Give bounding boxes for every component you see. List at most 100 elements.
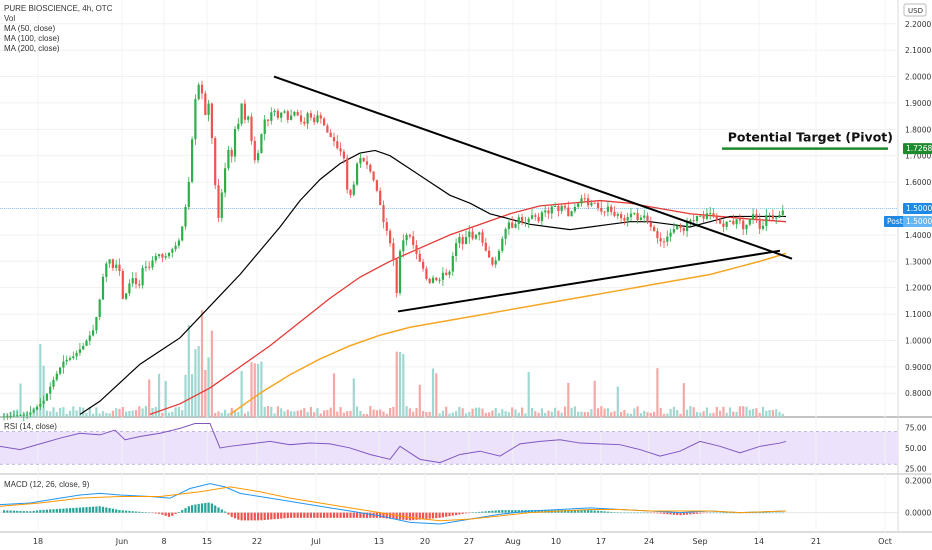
macd-histogram-bar (441, 512, 444, 518)
ma200-legend[interactable]: MA (200, close) (4, 44, 60, 53)
volume-bar (775, 409, 778, 417)
rsi-path (0, 423, 787, 464)
candle-body (540, 212, 543, 222)
volume-bar (544, 412, 547, 417)
candle-body (151, 260, 154, 268)
candle-body (326, 125, 329, 133)
volume-bar (332, 373, 336, 417)
candle-body (761, 225, 765, 229)
candle-body (507, 222, 510, 229)
macd-histogram-bar (296, 512, 299, 518)
macd-legend[interactable]: MACD (12, 26, close, 9) (4, 480, 90, 489)
macd-histogram-bar (141, 512, 144, 513)
volume-bar (778, 411, 781, 417)
candle-body (224, 168, 227, 193)
candle-body (313, 117, 316, 123)
macd-histogram-bar (775, 512, 778, 514)
macd-histogram-bar (425, 512, 428, 519)
volume-bar (35, 406, 39, 417)
candle-body (501, 238, 504, 251)
time-tick-label: 20 (420, 537, 430, 546)
macd-histogram-bar (408, 512, 411, 521)
volume-bar (326, 410, 329, 417)
candle-body (606, 206, 609, 212)
volume-bar (313, 412, 316, 417)
macd-histogram-bar (233, 512, 237, 519)
volume-bar (758, 412, 761, 417)
macd-histogram-bar (580, 510, 583, 513)
candle-body (125, 293, 128, 299)
candle-body (445, 272, 448, 275)
candle-body (19, 415, 22, 417)
volume-bar (722, 406, 725, 417)
price-tick-label: 1.2000 (905, 284, 931, 293)
macd-histogram-bar (768, 512, 771, 514)
candle-body (263, 119, 266, 135)
vol-legend[interactable]: Vol (4, 14, 16, 23)
volume-bar (303, 408, 306, 417)
volume-bar (323, 410, 326, 417)
volume-bar (217, 411, 220, 417)
macd-histogram-bar (184, 508, 187, 513)
macd-histogram-bar (220, 509, 223, 513)
time-tick-label: Sep (692, 537, 707, 546)
macd-histogram-bar (12, 510, 15, 513)
volume-bar (187, 325, 190, 417)
volume-bar (669, 408, 672, 417)
volume-bar (356, 406, 359, 417)
macd-histogram-bar (451, 512, 454, 516)
macd-histogram-bar (438, 512, 441, 518)
currency-button[interactable] (903, 3, 927, 17)
macd-histogram-bar (283, 512, 286, 519)
time-tick-label: Jul (310, 537, 321, 546)
last-price-text: 1.5000 (906, 204, 932, 213)
macd-histogram-bar (92, 506, 95, 513)
candle-body (72, 356, 75, 359)
macd-histogram-bar (540, 510, 543, 513)
volume-bar (369, 406, 372, 417)
volume-bar (273, 413, 276, 417)
candle-body (270, 112, 273, 121)
macd-histogram-bar (497, 510, 501, 513)
candle-body (309, 113, 312, 118)
macd-histogram-bar (494, 510, 497, 513)
volume-bar (336, 411, 339, 417)
volume-bar (181, 410, 184, 417)
candle-body (118, 264, 121, 271)
ma50-legend[interactable]: MA (50, close) (4, 24, 56, 33)
candle-body (474, 234, 477, 239)
candle-body (257, 153, 260, 161)
volume-bar (464, 413, 468, 417)
candle-body (722, 223, 725, 227)
volume-bar (329, 407, 332, 417)
macd-histogram-bar (52, 509, 55, 513)
candle-body (613, 211, 616, 216)
candle-body (346, 158, 349, 190)
candle-body (428, 278, 431, 283)
volume-bar (679, 413, 682, 417)
macd-histogram-bar (669, 512, 672, 515)
ma100-legend[interactable]: MA (100, close) (4, 34, 60, 43)
macd-histogram-bar (32, 510, 35, 513)
symbol-title[interactable]: PURE BIOSCIENCE, 4h, OTC (4, 4, 113, 13)
macd-histogram-bar (306, 512, 309, 518)
volume-bar (577, 411, 580, 417)
price-tick-label: 1.7000 (905, 152, 931, 161)
volume-bar (45, 410, 48, 417)
volume-bar (527, 371, 530, 417)
macd-histogram-bar (659, 512, 662, 514)
macd-histogram-bar (567, 510, 570, 513)
volume-bar (428, 411, 431, 417)
rsi-legend[interactable]: RSI (14, close) (4, 422, 57, 431)
macd-histogram-bar (332, 512, 336, 518)
macd-histogram-bar (752, 512, 755, 514)
trendlines[interactable] (273, 75, 793, 313)
volume-bar (200, 310, 204, 417)
candle-body (276, 110, 279, 118)
macd-histogram-bar (715, 512, 718, 514)
candle-body (52, 379, 55, 387)
volume-bar (293, 411, 296, 417)
candle-body (342, 151, 345, 159)
candle-body (438, 279, 441, 281)
